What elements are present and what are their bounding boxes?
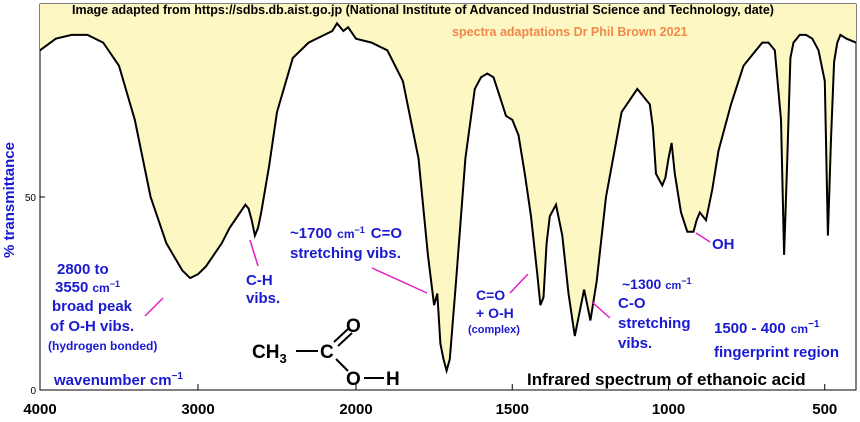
annotation-c-o-3: stretching bbox=[618, 315, 691, 332]
y-axis-ticks: 0 50 bbox=[25, 193, 45, 397]
annotation-c-o-4: vibs. bbox=[618, 335, 652, 352]
y-tick-label-0: 0 bbox=[30, 386, 36, 397]
annotation-ch-2: vibs. bbox=[246, 290, 280, 307]
bond-c-o-double-b bbox=[337, 332, 353, 347]
x-tick-label-2000: 2000 bbox=[339, 401, 372, 418]
annotation-co-1700-2: stretching vibs. bbox=[290, 245, 401, 262]
annotation-oh-desc-1: broad peak bbox=[52, 298, 133, 315]
x-axis-label: wavenumber cm−1 bbox=[53, 371, 183, 389]
ethanoic-acid-structure: CH3 C O O H bbox=[252, 316, 400, 390]
molecule-c: C bbox=[320, 342, 334, 363]
y-tick-label-50: 50 bbox=[25, 193, 37, 204]
pointer-oh bbox=[144, 297, 164, 317]
x-axis-ticks: 4000 3000 2000 1500 1000 500 bbox=[23, 384, 837, 418]
spectrum-line bbox=[39, 21, 857, 375]
x-tick-label-1000: 1000 bbox=[652, 401, 685, 418]
annotation-co-1700-1: ~1700 cm−1 C=O bbox=[290, 225, 402, 242]
chart-title: Infrared spectrum of ethanoic acid bbox=[527, 370, 806, 389]
molecule-ch3: CH3 bbox=[252, 342, 287, 366]
bond-c-o-single bbox=[335, 358, 349, 372]
molecule-h: H bbox=[386, 369, 400, 390]
x-tick-label-500: 500 bbox=[812, 401, 837, 418]
x-tick-label-1500: 1500 bbox=[496, 401, 529, 418]
molecule-o-bottom: O bbox=[346, 369, 361, 390]
annotation-fingerprint-1: 1500 - 400 cm−1 bbox=[714, 319, 820, 337]
annotation-oh-range-2: 3550 cm−1 bbox=[55, 279, 120, 296]
pointer-oh-fingerprint bbox=[695, 232, 711, 243]
annotation-complex-2: + O-H bbox=[476, 305, 514, 321]
credit-note: spectra adaptations Dr Phil Brown 2021 bbox=[452, 25, 688, 39]
spectrum-fill-area bbox=[40, 4, 856, 371]
x-tick-label-3000: 3000 bbox=[181, 401, 214, 418]
bond-c-o-double-a bbox=[333, 328, 349, 343]
x-tick-label-4000: 4000 bbox=[23, 401, 56, 418]
annotation-c-o-1: ~1300 cm−1 bbox=[622, 276, 692, 292]
molecule-o-top: O bbox=[346, 316, 361, 337]
annotation-oh-fingerprint: OH bbox=[712, 236, 735, 253]
annotation-oh-range: 2800 to bbox=[57, 261, 109, 278]
annotation-oh-desc-2: of O-H vibs. bbox=[50, 318, 134, 335]
annotation-oh-desc-3: (hydrogen bonded) bbox=[48, 339, 157, 353]
source-note: Image adapted from https://sdbs.db.aist.… bbox=[72, 3, 774, 17]
pointer-c-o bbox=[591, 301, 611, 319]
annotation-complex-3: (complex) bbox=[468, 324, 520, 336]
annotation-c-o-2: C-O bbox=[618, 295, 646, 312]
y-axis-label: % transmittance bbox=[1, 142, 18, 258]
annotation-fingerprint-2: fingerprint region bbox=[714, 344, 839, 361]
pointer-co-1700 bbox=[371, 267, 428, 294]
pointer-ch bbox=[249, 239, 259, 267]
pointer-complex bbox=[509, 273, 529, 294]
annotation-ch-1: C-H bbox=[246, 272, 273, 289]
annotation-complex-1: C=O bbox=[476, 287, 505, 303]
